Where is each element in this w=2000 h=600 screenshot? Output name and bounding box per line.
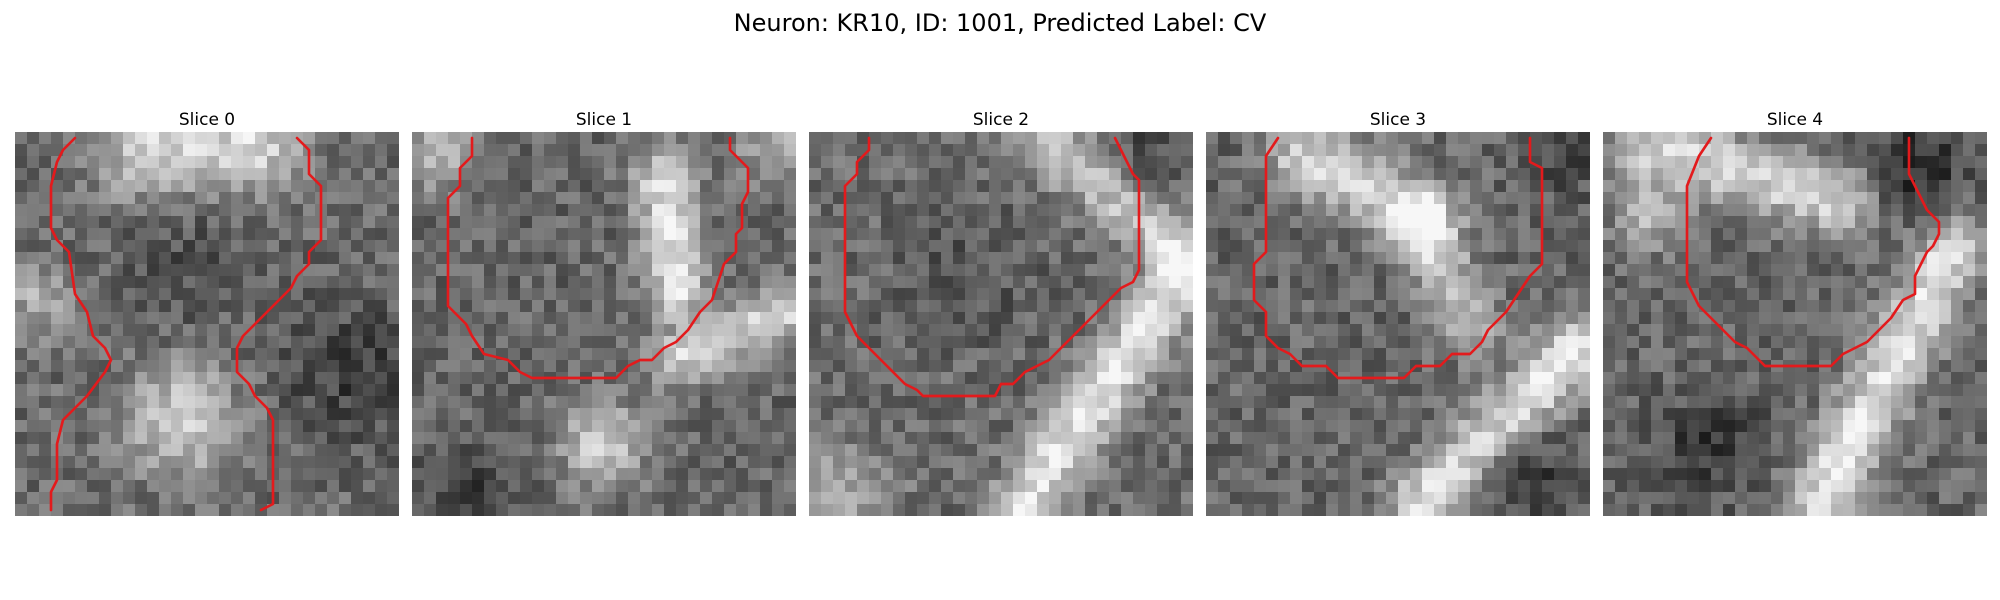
slice-image [1206,132,1590,516]
slice-panel-4: Slice 4 [1603,108,1987,516]
slice-panel-2: Slice 2 [809,108,1193,516]
slice-image [1603,132,1987,516]
segmentation-contour [1685,136,1941,368]
slice-title: Slice 0 [178,110,236,130]
slice-pixel-grid [809,132,1193,516]
slice-title: Slice 4 [1766,110,1824,130]
segmentation-contour [1252,136,1544,380]
slice-panel-1: Slice 1 [412,108,796,516]
slice-pixel-grid [1603,132,1987,516]
segmentation-contour [235,136,323,512]
slice-title: Slice 1 [575,110,633,130]
slice-title: Slice 2 [972,110,1030,130]
segmentation-contour [446,136,750,380]
slice-pixel-grid [15,132,399,516]
slice-panel-3: Slice 3 [1206,108,1590,516]
slice-pixel-grid [412,132,796,516]
slice-image [809,132,1193,516]
slice-pixel-grid [1206,132,1590,516]
slice-image [15,132,399,516]
slice-panel-0: Slice 0 [15,108,399,516]
slice-image [412,132,796,516]
slice-title: Slice 3 [1369,110,1427,130]
segmentation-contour [49,136,113,512]
segmentation-contour [843,136,1141,398]
figure-title: Neuron: KR10, ID: 1001, Predicted Label:… [733,9,1267,37]
